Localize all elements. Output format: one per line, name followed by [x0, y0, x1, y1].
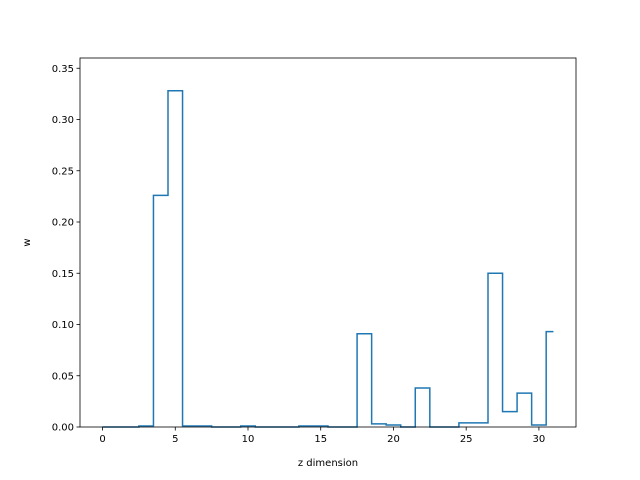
- y-tick-label: 0.20: [52, 218, 74, 229]
- y-tick-label: 0.05: [52, 371, 74, 382]
- y-tick-label: 0.30: [52, 115, 74, 126]
- plot-frame: [79, 57, 577, 428]
- y-tick-label: 0.25: [52, 166, 74, 177]
- x-axis-ticks: 0 5 10 15 20 25 30: [99, 427, 545, 445]
- x-tick-label: 0: [99, 434, 105, 445]
- x-tick-label: 25: [460, 434, 473, 445]
- x-tick-label: 10: [242, 434, 255, 445]
- y-tick-label: 0.15: [52, 269, 74, 280]
- x-tick-label: 30: [533, 434, 546, 445]
- x-tick-label: 20: [387, 434, 400, 445]
- x-axis-label: z dimension: [298, 458, 358, 469]
- y-tick-label: 0.35: [52, 64, 74, 75]
- y-tick-label: 0.10: [52, 320, 74, 331]
- y-axis-ticks: 0.00 0.05 0.10 0.15 0.20 0.25 0.30 0.35: [52, 64, 80, 434]
- x-tick-label: 15: [314, 434, 327, 445]
- x-tick-label: 5: [172, 434, 178, 445]
- plot-area: [80, 58, 576, 427]
- y-axis-label: w: [22, 238, 33, 246]
- y-tick-label: 0.00: [52, 423, 74, 434]
